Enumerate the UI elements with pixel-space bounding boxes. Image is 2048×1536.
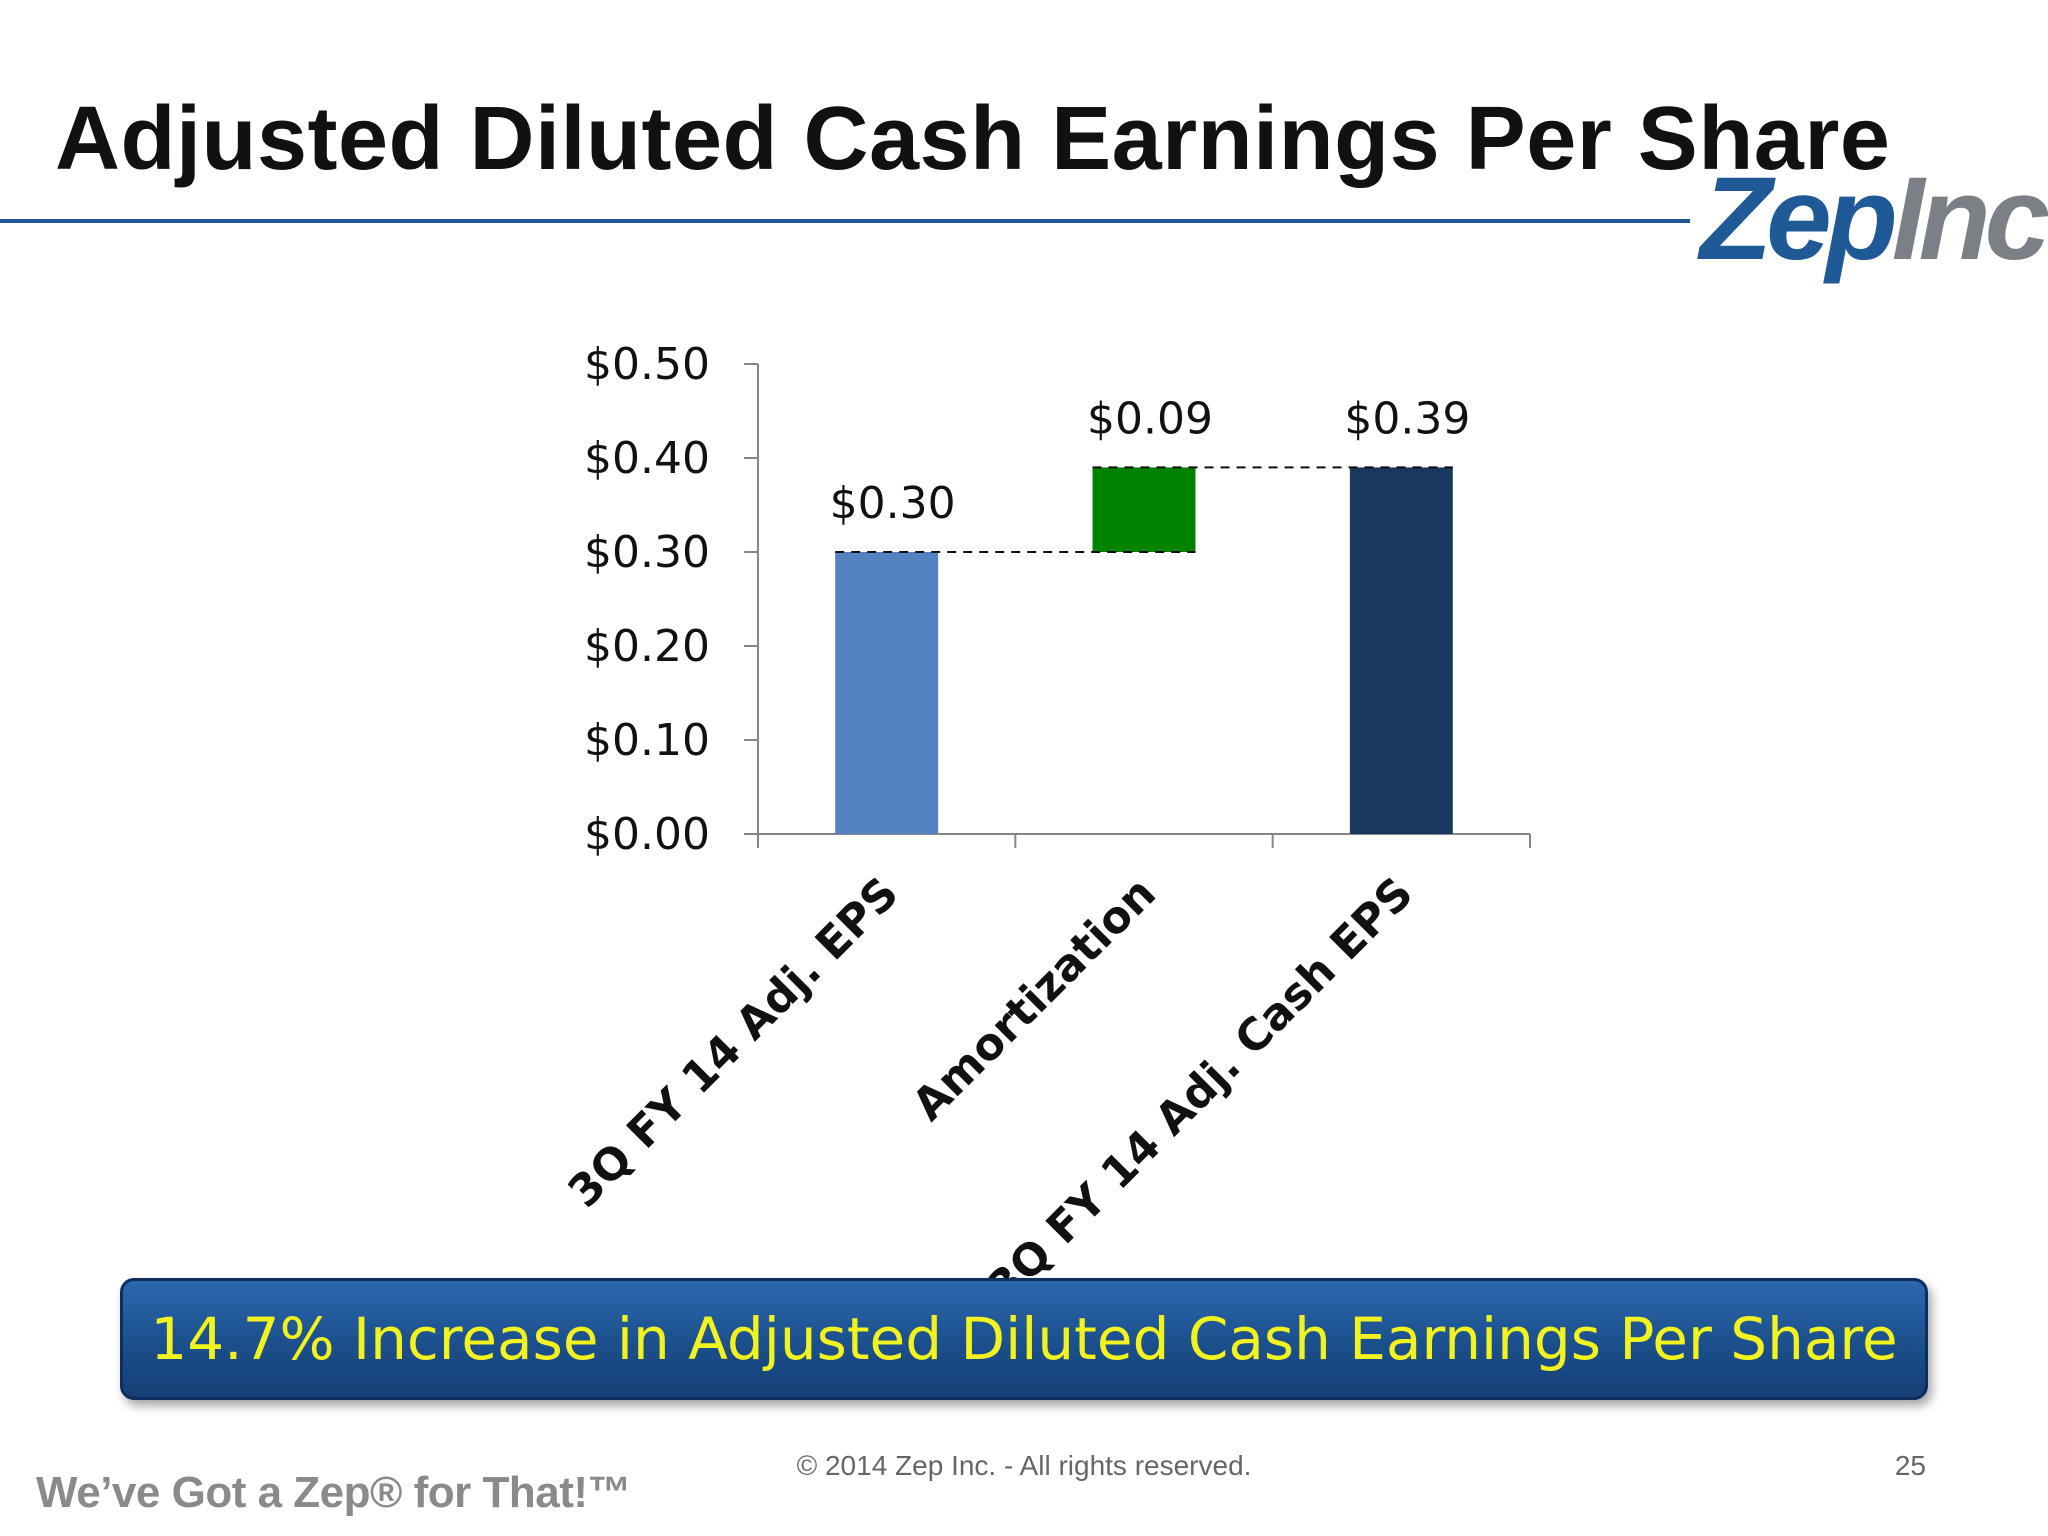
callout-text: 14.7% Increase in Adjusted Diluted Cash … bbox=[150, 1305, 1898, 1373]
y-tick-label: $0.20 bbox=[584, 621, 710, 672]
bar bbox=[1092, 467, 1196, 552]
data-label: $0.39 bbox=[1344, 393, 1470, 444]
y-tick-label: $0.30 bbox=[584, 527, 710, 578]
data-label: $0.30 bbox=[830, 478, 956, 529]
copyright-text: © 2014 Zep Inc. - All rights reserved. bbox=[796, 1450, 1252, 1481]
title-rule bbox=[0, 219, 1690, 223]
logo-zep: Zep bbox=[1700, 153, 1898, 285]
callout-banner: 14.7% Increase in Adjusted Diluted Cash … bbox=[120, 1278, 1928, 1400]
page-number: 25 bbox=[1894, 1450, 1926, 1481]
y-tick-label: $0.10 bbox=[584, 715, 710, 766]
y-tick-label: $0.50 bbox=[584, 339, 710, 390]
y-tick-label: $0.00 bbox=[584, 809, 710, 860]
zep-inc-logo: ZepInc bbox=[1700, 160, 2048, 278]
x-category-label: 3Q FY 14 Adj. Cash EPS bbox=[978, 868, 1423, 1313]
bar bbox=[1349, 467, 1453, 834]
x-category-label: Amortization bbox=[903, 868, 1166, 1131]
bar bbox=[835, 552, 939, 834]
data-label: $0.09 bbox=[1087, 393, 1213, 444]
slide-title: Adjusted Diluted Cash Earnings Per Share bbox=[55, 89, 1891, 189]
tagline: We’ve Got a Zep® for That!™ bbox=[36, 1468, 632, 1517]
logo-inc: Inc bbox=[1891, 153, 2048, 285]
x-category-label: 3Q FY 14 Adj. EPS bbox=[559, 868, 909, 1218]
y-tick-label: $0.40 bbox=[584, 433, 710, 484]
